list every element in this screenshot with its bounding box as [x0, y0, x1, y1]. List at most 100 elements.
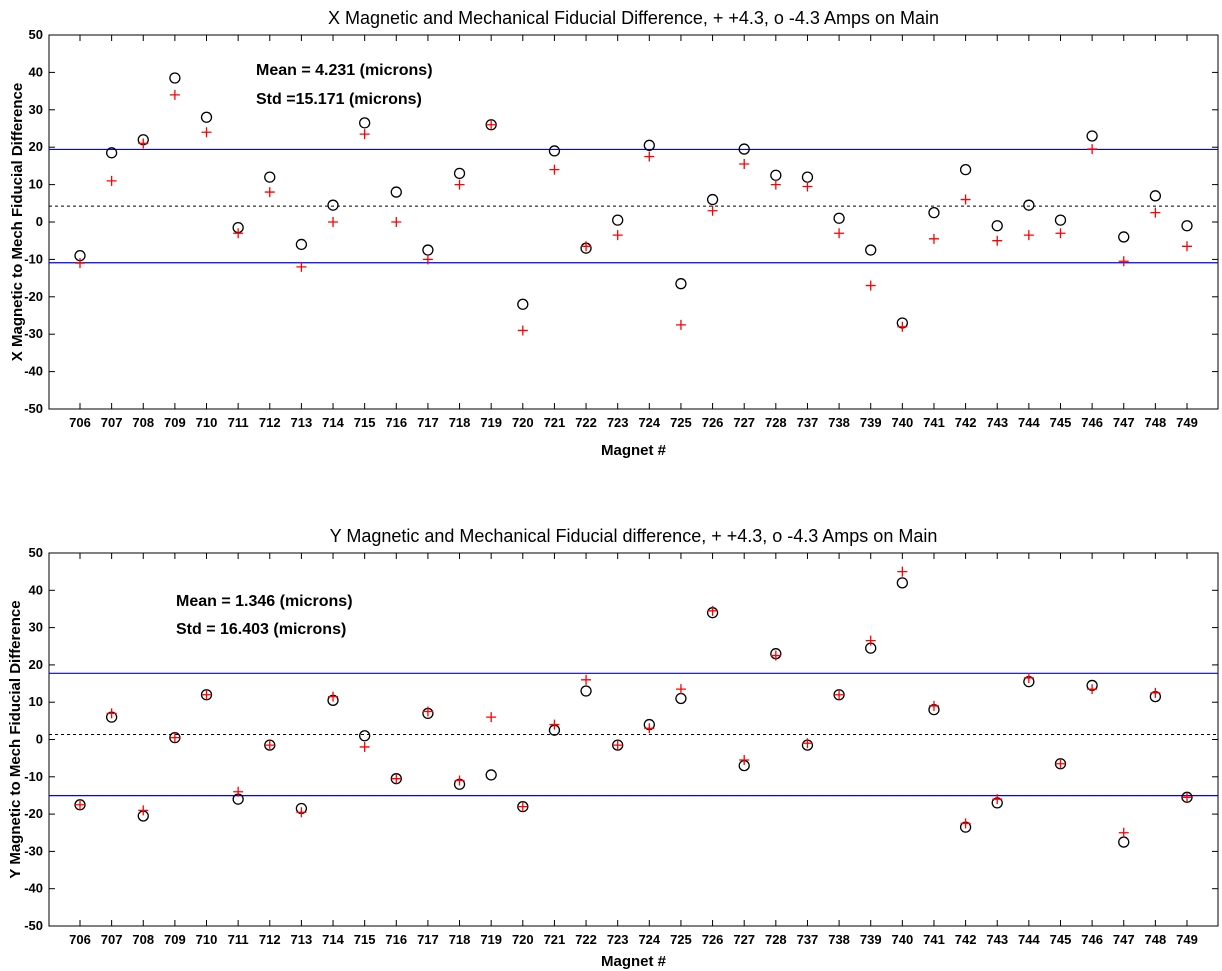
x-tick-label: 739	[860, 415, 882, 430]
plus-point	[422, 254, 433, 265]
x-tick-label: 726	[702, 932, 724, 947]
plus-point	[897, 321, 908, 332]
plus-point	[897, 566, 908, 577]
plot-frame	[48, 34, 1219, 410]
mean-annotation: Mean = 1.346 (microns)	[176, 593, 353, 610]
x-tick-label: 749	[1176, 415, 1198, 430]
circle-point	[264, 171, 276, 183]
plus-point	[1023, 672, 1034, 683]
plus-point	[865, 280, 876, 291]
plus-point	[359, 741, 370, 752]
y-tick-label: 40	[29, 64, 43, 79]
x-tick-label: 738	[828, 932, 850, 947]
x-tick-label: 725	[670, 415, 692, 430]
x-tick-label: 740	[891, 415, 913, 430]
circle-point	[1054, 214, 1067, 226]
plus-point	[328, 217, 339, 227]
x-tick-label: 707	[101, 415, 123, 430]
x-tick-label: 722	[575, 415, 597, 430]
plus-point	[454, 775, 465, 786]
x-tick-label: 712	[259, 932, 281, 947]
x-tick-label: 716	[385, 932, 407, 947]
y-tick-label: 10	[29, 694, 43, 709]
plus-point	[549, 719, 560, 730]
circle-point	[485, 769, 497, 781]
x-tick-label: 747	[1113, 932, 1135, 947]
x-tick-label: 721	[544, 932, 566, 947]
circle-point	[1181, 220, 1193, 232]
x-tick-label: 727	[733, 415, 755, 430]
plus-point	[644, 151, 655, 162]
x-tick-label: 708	[132, 932, 154, 947]
y-tick-label: -40	[24, 881, 43, 896]
x-tick-label: 741	[923, 932, 945, 947]
plus-point	[1150, 207, 1161, 218]
plus-point	[517, 325, 528, 336]
x-difference-panel: X Magnetic and Mechanical Fiducial Diffe…	[9, 8, 1219, 459]
x-tick-label: 712	[259, 415, 281, 430]
x-tick-label: 714	[322, 415, 344, 430]
circle-point	[517, 298, 529, 310]
plus-point	[802, 738, 813, 749]
x-tick-label: 706	[69, 415, 91, 430]
x-tick-label: 708	[132, 415, 154, 430]
plus-point	[75, 258, 85, 269]
x-tick-label: 719	[480, 932, 502, 947]
y-tick-label: -10	[24, 769, 43, 784]
plus-point	[834, 689, 845, 700]
x-tick-label: 713	[291, 932, 313, 947]
plus-point	[1055, 228, 1066, 239]
y-tick-label: 40	[29, 582, 43, 597]
x-tick-label: 716	[385, 415, 407, 430]
plus-point	[201, 127, 212, 138]
x-tick-label: 728	[765, 932, 787, 947]
plus-point	[106, 175, 117, 186]
x-tick-label: 745	[1050, 415, 1072, 430]
x-tick-label: 715	[354, 932, 376, 947]
y-tick-label: 0	[36, 214, 43, 229]
plus-point	[359, 129, 370, 140]
circle-point	[612, 214, 624, 226]
plus-point	[233, 228, 244, 239]
mean-annotation: Mean = 4.231 (microns)	[256, 62, 433, 79]
plus-point	[75, 799, 85, 810]
x-tick-label: 737	[797, 415, 819, 430]
circle-point	[643, 139, 655, 151]
plus-point	[675, 684, 686, 695]
plus-point	[328, 691, 339, 702]
x-tick-label: 740	[891, 932, 913, 947]
plus-point	[612, 740, 623, 751]
std-annotation: Std =15.171 (microns)	[256, 91, 422, 108]
y-tick-label: 30	[29, 102, 43, 117]
circle-point	[359, 117, 371, 129]
x-tick-label: 742	[955, 415, 977, 430]
circle-point	[105, 147, 118, 159]
circle-point	[928, 206, 940, 219]
circle-point	[390, 186, 402, 198]
x-tick-label: 746	[1081, 932, 1103, 947]
x-tick-label: 742	[955, 932, 977, 947]
x-tick-label: 743	[986, 932, 1008, 947]
circle-point	[896, 577, 908, 589]
plus-point	[581, 241, 592, 252]
circle-point	[295, 238, 308, 251]
x-tick-label: 721	[544, 415, 566, 430]
x-tick-label: 738	[828, 415, 850, 430]
plus-point	[739, 755, 750, 766]
circle-point	[1086, 130, 1098, 142]
plus-point	[581, 674, 592, 685]
plus-point	[739, 159, 750, 170]
y-tick-label: -50	[24, 401, 43, 416]
y-tick-label: -40	[24, 364, 43, 379]
x-tick-label: 710	[196, 415, 218, 430]
circle-point	[801, 171, 814, 183]
y-tick-label: -20	[24, 289, 43, 304]
x-tick-label: 709	[164, 932, 186, 947]
plus-point	[992, 794, 1003, 805]
x-tick-label: 726	[702, 415, 724, 430]
circle-point	[169, 72, 181, 84]
x-tick-label: 744	[1018, 415, 1040, 430]
circle-point	[833, 212, 845, 224]
x-axis-label: Magnet #	[601, 953, 667, 970]
plus-point	[802, 181, 813, 192]
